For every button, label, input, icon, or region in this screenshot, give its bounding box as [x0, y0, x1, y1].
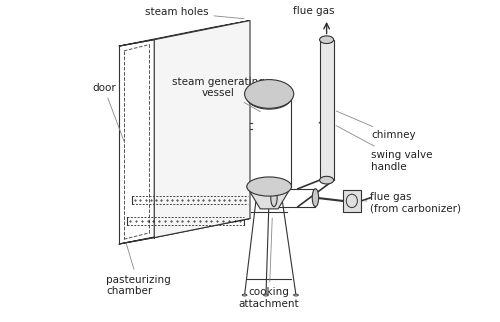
- Ellipse shape: [320, 36, 334, 43]
- Ellipse shape: [294, 294, 298, 296]
- Ellipse shape: [320, 176, 334, 184]
- Text: steam generating
vessel: steam generating vessel: [172, 77, 264, 112]
- Polygon shape: [247, 186, 292, 209]
- FancyBboxPatch shape: [342, 190, 361, 212]
- Ellipse shape: [247, 177, 292, 196]
- Text: flue gas
(from carbonizer): flue gas (from carbonizer): [364, 192, 460, 213]
- Polygon shape: [320, 40, 334, 180]
- Polygon shape: [119, 21, 250, 46]
- Polygon shape: [154, 21, 250, 238]
- Text: chimney: chimney: [336, 111, 416, 140]
- Text: cooking
attachment: cooking attachment: [239, 218, 300, 309]
- Text: door: door: [92, 82, 124, 142]
- Ellipse shape: [264, 294, 268, 296]
- Polygon shape: [119, 218, 250, 244]
- Text: swing valve
handle: swing valve handle: [336, 126, 433, 172]
- Ellipse shape: [312, 189, 318, 207]
- Ellipse shape: [242, 294, 247, 296]
- Text: steam holes: steam holes: [145, 7, 244, 19]
- Ellipse shape: [247, 85, 292, 109]
- Ellipse shape: [244, 80, 294, 108]
- Text: flue gas: flue gas: [293, 6, 335, 16]
- Ellipse shape: [270, 189, 277, 207]
- Text: pasteurizing
chamber: pasteurizing chamber: [106, 243, 171, 296]
